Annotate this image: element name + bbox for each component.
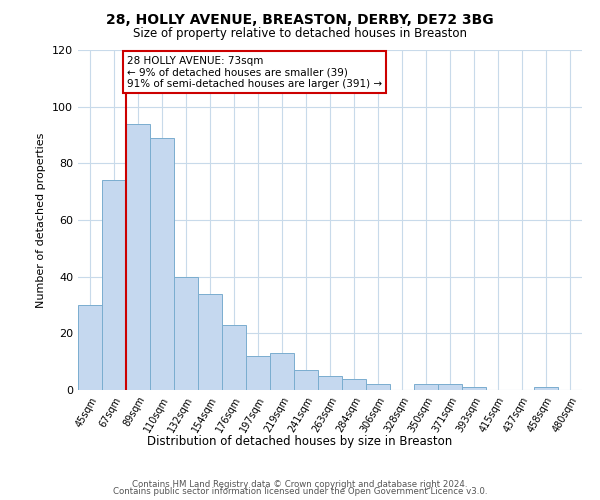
Bar: [174, 276, 198, 390]
Text: 28 HOLLY AVENUE: 73sqm
← 9% of detached houses are smaller (39)
91% of semi-deta: 28 HOLLY AVENUE: 73sqm ← 9% of detached …: [127, 56, 382, 89]
Text: Distribution of detached houses by size in Breaston: Distribution of detached houses by size …: [148, 435, 452, 448]
Bar: [78, 305, 102, 390]
Bar: [102, 180, 126, 390]
Bar: [534, 387, 558, 390]
Bar: [198, 294, 222, 390]
Bar: [318, 376, 342, 390]
Bar: [366, 384, 390, 390]
Bar: [294, 370, 318, 390]
Bar: [150, 138, 174, 390]
Bar: [270, 353, 294, 390]
Bar: [438, 384, 462, 390]
Bar: [246, 356, 270, 390]
Bar: [462, 387, 486, 390]
Bar: [222, 325, 246, 390]
Bar: [414, 384, 438, 390]
Text: 28, HOLLY AVENUE, BREASTON, DERBY, DE72 3BG: 28, HOLLY AVENUE, BREASTON, DERBY, DE72 …: [106, 12, 494, 26]
Y-axis label: Number of detached properties: Number of detached properties: [37, 132, 46, 308]
Bar: [342, 378, 366, 390]
Text: Size of property relative to detached houses in Breaston: Size of property relative to detached ho…: [133, 28, 467, 40]
Bar: [126, 124, 150, 390]
Text: Contains public sector information licensed under the Open Government Licence v3: Contains public sector information licen…: [113, 488, 487, 496]
Text: Contains HM Land Registry data © Crown copyright and database right 2024.: Contains HM Land Registry data © Crown c…: [132, 480, 468, 489]
